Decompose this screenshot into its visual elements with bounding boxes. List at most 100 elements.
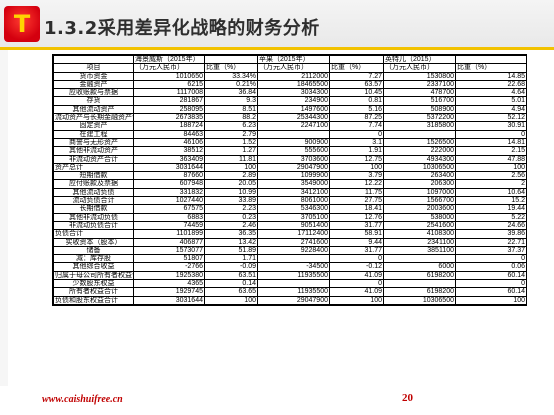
company-header: 海景威斯（2015年）: [133, 54, 205, 65]
cell-value: 5.01: [455, 96, 527, 106]
cell-value: 30.91: [455, 121, 527, 131]
item-header: 项目: [53, 63, 134, 73]
unit-header: （万元人民币）: [383, 63, 456, 73]
cell-value: 11.75: [329, 187, 384, 198]
cell-value: 0: [455, 129, 527, 139]
cell-value: 5.16: [329, 104, 384, 115]
cell-value: 37.37: [455, 245, 527, 256]
table-row: 流动资产与长期金融资产合计267383588.22534430087.25537…: [53, 113, 527, 123]
cell-value: 1925380: [133, 270, 205, 281]
company-header: [455, 54, 527, 65]
cell-value: 1.52: [204, 137, 258, 148]
cell-value: 52.12: [455, 113, 527, 123]
cell-value: 41.09: [329, 270, 384, 281]
cell-value: 188724: [133, 121, 205, 131]
left-margin-bar: [0, 50, 8, 386]
cell-value: [383, 278, 456, 289]
cell-value: 2112000: [257, 71, 330, 81]
row-label: 其他综合收益: [53, 262, 134, 272]
unit-header: （万元人民币）: [133, 63, 205, 73]
table-row: 存货 281867 9.3 234900 0.81 516700 5.01: [53, 96, 527, 106]
table-row: 少数股东权益 4365 0.14 0 0: [53, 278, 527, 289]
page-number: 20: [402, 392, 413, 404]
cell-value: 0: [455, 254, 527, 264]
cell-value: 3.79: [329, 171, 384, 181]
cell-value: 27.75: [329, 196, 384, 206]
cell-value: 3412100: [257, 187, 330, 198]
cell-value: 4934300: [383, 154, 456, 164]
cell-value: 206300: [383, 179, 456, 189]
cell-value: 29047900: [257, 295, 330, 305]
cell-value: 4365: [133, 278, 205, 289]
cell-value: 1.71: [204, 254, 258, 264]
table-row: 归属于母公司所有者权益合计192538063.511193550041.0961…: [53, 270, 527, 281]
cell-value: 1117008: [133, 88, 205, 98]
cell-value: 6.23: [204, 121, 258, 131]
cell-value: 60.14: [455, 287, 527, 297]
cell-value: 2.23: [204, 204, 258, 214]
cell-value: 2341100: [383, 237, 456, 247]
cell-value: 18.41: [329, 204, 384, 214]
cell-value: 3185800: [383, 121, 456, 131]
cell-value: 22.71: [455, 237, 527, 247]
cell-value: 1027440: [133, 196, 205, 206]
row-label: 少数股东权益: [53, 278, 134, 289]
row-label: 在建工程: [53, 129, 134, 139]
cell-value: 263400: [383, 171, 456, 181]
cell-value: 5346300: [257, 204, 330, 214]
cell-value: 2541600: [383, 220, 456, 231]
cell-value: 3703600: [257, 154, 330, 164]
row-label: 应收账款与票据: [53, 88, 134, 98]
cell-value: 516700: [383, 96, 456, 106]
cell-value: 2741600: [257, 237, 330, 247]
row-label: 其他流动资产: [53, 104, 134, 115]
cell-value: 24.66: [455, 220, 527, 231]
table-row: 储备 1573077 51.89 9228400 31.77 3851100 37.37: [53, 245, 527, 256]
cell-value: 1530800: [383, 71, 456, 81]
table-row: 金融资产 6215 0.21% 18465500 63.57 2337100 22.68: [53, 79, 527, 90]
cell-value: 7.27: [329, 71, 384, 81]
cell-value: 6000: [383, 262, 456, 272]
cell-value: -0.09: [204, 262, 258, 272]
table-row: 在建工程 84463 2.79 0 0: [53, 129, 527, 139]
cell-value: 25344300: [257, 113, 330, 123]
table-row: 固定资产 188724 6.23 2247100 7.74 3185800 30.91: [53, 121, 527, 131]
row-label: 流动资产与长期金融资产合计: [53, 113, 134, 123]
row-label: 存货: [53, 96, 134, 106]
row-label: 货币资金: [53, 71, 134, 81]
cell-value: 100: [455, 162, 527, 173]
unit-header-row: 项目 （万元人民币） 比重（%） （万元人民币） 比重（%） （万元人民币） 比重（%）: [53, 63, 527, 73]
cell-value: 1929745: [133, 287, 205, 297]
row-label: 金融资产: [53, 79, 134, 90]
table-row: 资产总计 3031644 100 29047900 100 10306500 100: [53, 162, 527, 173]
cell-value: 6198200: [383, 287, 456, 297]
company-header: [329, 54, 384, 65]
cell-value: 100: [329, 162, 384, 173]
cell-value: 2.46: [204, 220, 258, 231]
cell-value: 38512: [133, 146, 205, 156]
cell-value: 51807: [133, 254, 205, 264]
cell-value: 63.57: [329, 79, 384, 90]
cell-value: 1097000: [383, 187, 456, 198]
cell-value: 11935500: [257, 287, 330, 297]
cell-value: 7.74: [329, 121, 384, 131]
balance-sheet-table: 海景威斯（2015年） 苹果（2015年） 英特儿（2015） 项目 （万元人民币） 比重…: [52, 54, 527, 306]
cell-value: 9.44: [329, 237, 384, 247]
cell-value: 10.45: [329, 88, 384, 98]
cell-value: 1010650: [133, 71, 205, 81]
row-label: 减：库存股: [53, 254, 134, 264]
footer-url[interactable]: www.caishuifree.cn: [42, 394, 123, 405]
cell-value: 3034300: [257, 88, 330, 98]
row-label: 所有者权益合计: [53, 287, 134, 297]
company-header: [204, 54, 258, 65]
table-row: 其他流动资产 258095 8.51 1497600 5.16 508900 4.94: [53, 104, 527, 115]
table-row: 商誉与无形资产 46106 1.52 900900 3.1 1526500 14.81: [53, 137, 527, 148]
unit-header: （万元人民币）: [257, 63, 330, 73]
header-band: [0, 0, 554, 50]
row-label: 商誉与无形资产: [53, 137, 134, 148]
cell-value: 22.68: [455, 79, 527, 90]
unit-header: 比重（%）: [455, 63, 527, 73]
cell-value: 12.22: [329, 179, 384, 189]
cell-value: 100: [329, 295, 384, 305]
table-row: 应付账款及票据 607948 20.05 3549000 12.22 206300 2: [53, 179, 527, 189]
